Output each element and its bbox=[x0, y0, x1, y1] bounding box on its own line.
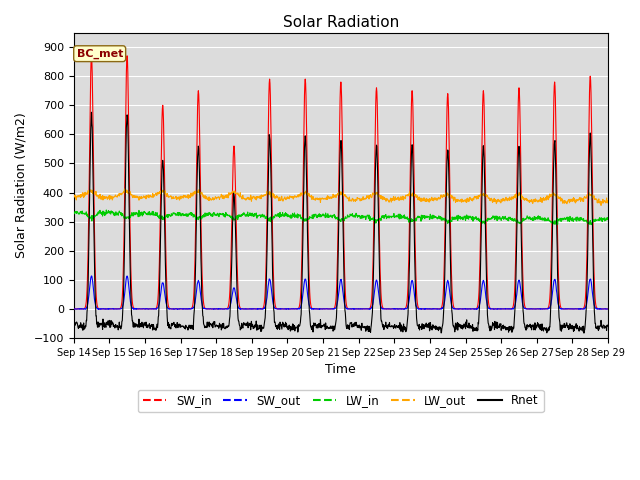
Rnet bbox=[541, 325, 548, 331]
LW_out bbox=[597, 203, 605, 208]
SW_out bbox=[604, 306, 612, 312]
Line: LW_in: LW_in bbox=[74, 210, 608, 225]
Line: SW_out: SW_out bbox=[74, 276, 608, 310]
Rnet bbox=[424, 324, 431, 329]
LW_in bbox=[541, 215, 548, 221]
SW_in bbox=[541, 306, 548, 312]
LW_in bbox=[424, 213, 431, 219]
LW_out bbox=[424, 198, 431, 204]
Rnet bbox=[604, 323, 612, 329]
Rnet bbox=[70, 323, 77, 329]
SW_in bbox=[70, 306, 77, 312]
SW_out bbox=[494, 306, 502, 312]
LW_in bbox=[176, 210, 184, 216]
Rnet bbox=[189, 323, 196, 328]
SW_in bbox=[493, 306, 501, 312]
Line: SW_in: SW_in bbox=[74, 56, 608, 309]
LW_out bbox=[604, 198, 612, 204]
Line: Rnet: Rnet bbox=[74, 112, 608, 333]
SW_out bbox=[189, 305, 197, 311]
SW_in bbox=[424, 306, 431, 312]
X-axis label: Time: Time bbox=[326, 363, 356, 376]
SW_in bbox=[249, 306, 257, 312]
Rnet bbox=[493, 320, 501, 325]
SW_in bbox=[88, 53, 95, 59]
SW_out bbox=[88, 273, 95, 279]
Y-axis label: Solar Radiation (W/m2): Solar Radiation (W/m2) bbox=[15, 112, 28, 258]
LW_out bbox=[249, 195, 257, 201]
LW_out bbox=[121, 186, 129, 192]
SW_out bbox=[70, 306, 77, 312]
Title: Solar Radiation: Solar Radiation bbox=[283, 15, 399, 30]
Rnet bbox=[580, 330, 588, 336]
LW_out bbox=[541, 196, 548, 202]
SW_in bbox=[604, 306, 612, 312]
SW_out bbox=[424, 306, 432, 312]
Legend: SW_in, SW_out, LW_in, LW_out, Rnet: SW_in, SW_out, LW_in, LW_out, Rnet bbox=[138, 390, 543, 412]
SW_out bbox=[249, 306, 257, 312]
LW_out bbox=[493, 199, 501, 204]
Rnet bbox=[249, 322, 257, 327]
LW_out bbox=[70, 193, 77, 199]
Line: LW_out: LW_out bbox=[74, 189, 608, 205]
LW_in bbox=[70, 210, 77, 216]
LW_in bbox=[249, 212, 257, 217]
SW_out bbox=[541, 306, 549, 312]
LW_in bbox=[189, 213, 196, 218]
LW_out bbox=[176, 196, 184, 202]
SW_out bbox=[177, 306, 184, 312]
Rnet bbox=[176, 322, 184, 327]
LW_in bbox=[588, 222, 595, 228]
SW_out bbox=[95, 307, 102, 312]
LW_in bbox=[493, 214, 501, 220]
SW_in bbox=[176, 306, 184, 312]
LW_in bbox=[604, 216, 612, 222]
LW_in bbox=[102, 207, 110, 213]
LW_out bbox=[189, 193, 196, 199]
Text: BC_met: BC_met bbox=[77, 48, 123, 59]
SW_in bbox=[189, 302, 196, 308]
Rnet bbox=[88, 109, 95, 115]
